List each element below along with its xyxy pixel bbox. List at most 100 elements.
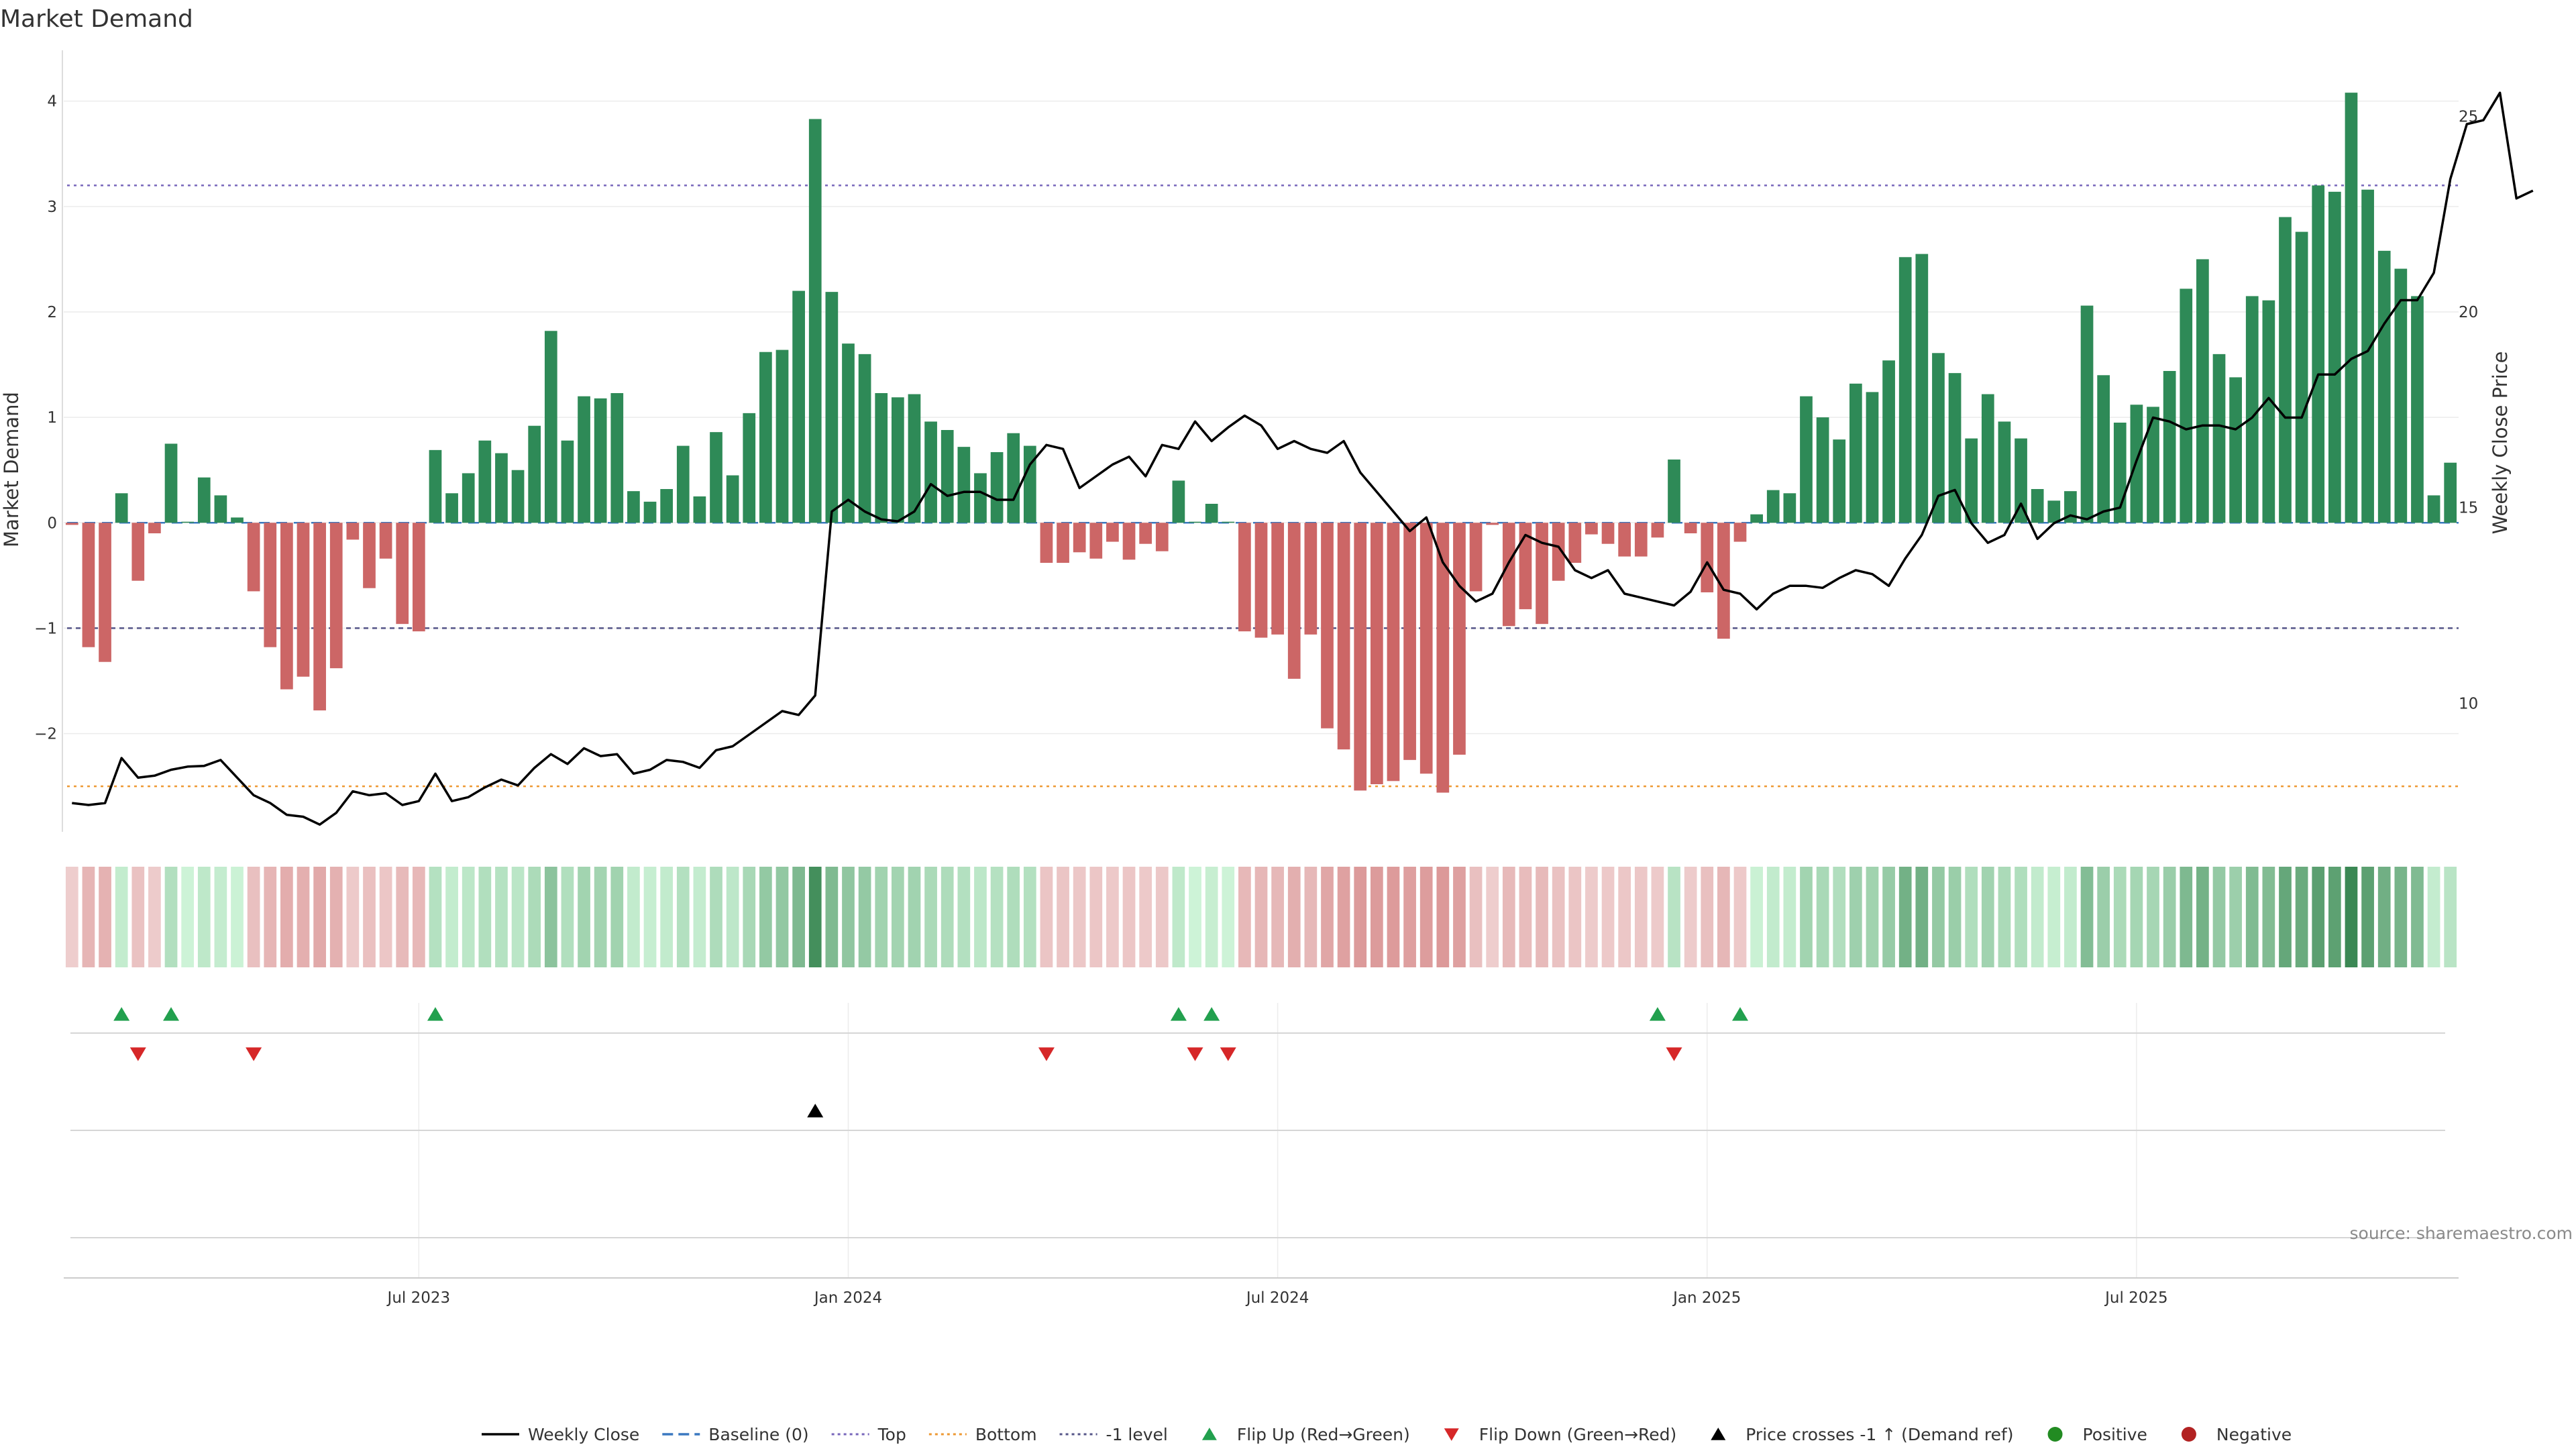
x-tick-label: Jul 2024: [1245, 1289, 1309, 1307]
y2-tick-label: 20: [2459, 304, 2478, 321]
heat-cell: [1486, 867, 1499, 967]
heat-cell: [1552, 867, 1565, 967]
demand-bar: [676, 445, 690, 523]
heat-cell: [264, 867, 277, 967]
demand-bar: [1701, 523, 1714, 592]
demand-bar: [297, 523, 310, 677]
heat-cell: [1601, 867, 1615, 967]
demand-bar: [1205, 504, 1218, 523]
legend-label: Weekly Close: [528, 1425, 639, 1444]
heat-cell: [313, 867, 326, 967]
heat-cell: [1898, 867, 1912, 967]
heat-cell: [528, 867, 541, 967]
demand-bar: [363, 523, 376, 588]
heat-cell: [82, 867, 95, 967]
flip-down-marker: [129, 1047, 146, 1061]
heat-cell: [990, 867, 1004, 967]
legend-label: Bottom: [975, 1425, 1037, 1444]
demand-bar: [1403, 523, 1416, 760]
heat-cell: [1932, 867, 1945, 967]
demand-bar: [1089, 523, 1103, 559]
heat-cell: [2015, 867, 2027, 967]
legend-label: Price crosses -1 ↑ (Demand ref): [1746, 1425, 2013, 1444]
y-tick-label: 0: [47, 515, 57, 532]
heat-cell: [875, 867, 888, 967]
demand-bar: [148, 523, 161, 533]
legend-swatch: [2181, 1427, 2196, 1442]
demand-bar: [396, 523, 409, 625]
heat-cell: [148, 867, 161, 967]
demand-bar: [627, 491, 640, 523]
demand-bar: [1965, 438, 1978, 523]
demand-bar: [247, 523, 260, 592]
heat-cell: [1007, 867, 1020, 967]
demand-bar: [2163, 371, 2176, 523]
demand-bar: [891, 397, 904, 523]
heat-cell: [1783, 867, 1796, 967]
demand-bar: [65, 523, 78, 525]
demand-bar: [1684, 523, 1697, 533]
demand-bar: [1155, 523, 1169, 551]
flip-up-marker: [427, 1007, 443, 1021]
demand-bar: [1189, 521, 1201, 523]
heat-cell: [1634, 867, 1648, 967]
demand-bar: [1469, 523, 1483, 592]
heat-cell: [65, 867, 78, 967]
heat-cell: [1469, 867, 1483, 967]
demand-bar: [2196, 259, 2209, 523]
demand-bar: [1618, 523, 1631, 557]
flip-down-marker: [1666, 1047, 1682, 1061]
heat-cell: [1585, 867, 1598, 967]
heat-cell: [115, 867, 128, 967]
demand-bar: [1536, 523, 1548, 625]
heat-cell: [131, 867, 145, 967]
demand-bar: [1354, 523, 1367, 791]
demand-bar: [1668, 460, 1680, 523]
demand-bar: [2147, 407, 2159, 523]
x-tick-label: Jul 2025: [2104, 1289, 2168, 1307]
heat-cell: [329, 867, 343, 967]
heat-cell: [1915, 867, 1929, 967]
demand-bar: [131, 523, 145, 581]
heat-cell: [1436, 867, 1450, 967]
demand-bar: [693, 496, 706, 523]
demand-bar: [974, 473, 987, 523]
flip-up-marker: [163, 1007, 180, 1021]
demand-bar: [578, 396, 590, 523]
heat-cell: [363, 867, 376, 967]
heat-cell: [808, 867, 822, 967]
legend-item-weekly-close: Weekly Close: [482, 1425, 639, 1444]
heat-cell: [775, 867, 789, 967]
heat-cell: [2279, 867, 2292, 967]
heat-cell: [2229, 867, 2242, 967]
heat-cell: [511, 867, 525, 967]
heat-cell: [1502, 867, 1515, 967]
heat-cell: [610, 867, 624, 967]
demand-bar: [792, 290, 805, 523]
heat-cell: [1139, 867, 1152, 967]
heat-cell: [231, 867, 244, 967]
y2-tick-label: 10: [2459, 695, 2478, 712]
heat-cell: [197, 867, 211, 967]
heat-cell: [478, 867, 492, 967]
flip-down-marker: [1187, 1047, 1203, 1061]
demand-bar: [2180, 288, 2193, 523]
demand-bar: [941, 430, 954, 523]
heat-cell: [2064, 867, 2077, 967]
demand-bar: [2361, 189, 2374, 523]
heat-cell: [842, 867, 855, 967]
legend-label: Negative: [2216, 1425, 2292, 1444]
heat-cell: [1023, 867, 1036, 967]
legend-item-price-cross: Price crosses -1 ↑ (Demand ref): [1711, 1425, 2014, 1444]
heat-cell: [1106, 867, 1119, 967]
demand-bar: [1833, 439, 1846, 523]
y-axis: 4 3 2 1 0 −1 −2: [34, 50, 63, 832]
heat-cell: [974, 867, 987, 967]
heat-cell: [1733, 867, 1747, 967]
legend-item-minus-one: -1 level: [1059, 1425, 1168, 1444]
demand-bar: [2262, 300, 2275, 523]
demand-bar: [2015, 438, 2027, 523]
heat-cell: [1387, 867, 1400, 967]
heat-cell: [1370, 867, 1383, 967]
demand-bar: [1387, 523, 1400, 782]
